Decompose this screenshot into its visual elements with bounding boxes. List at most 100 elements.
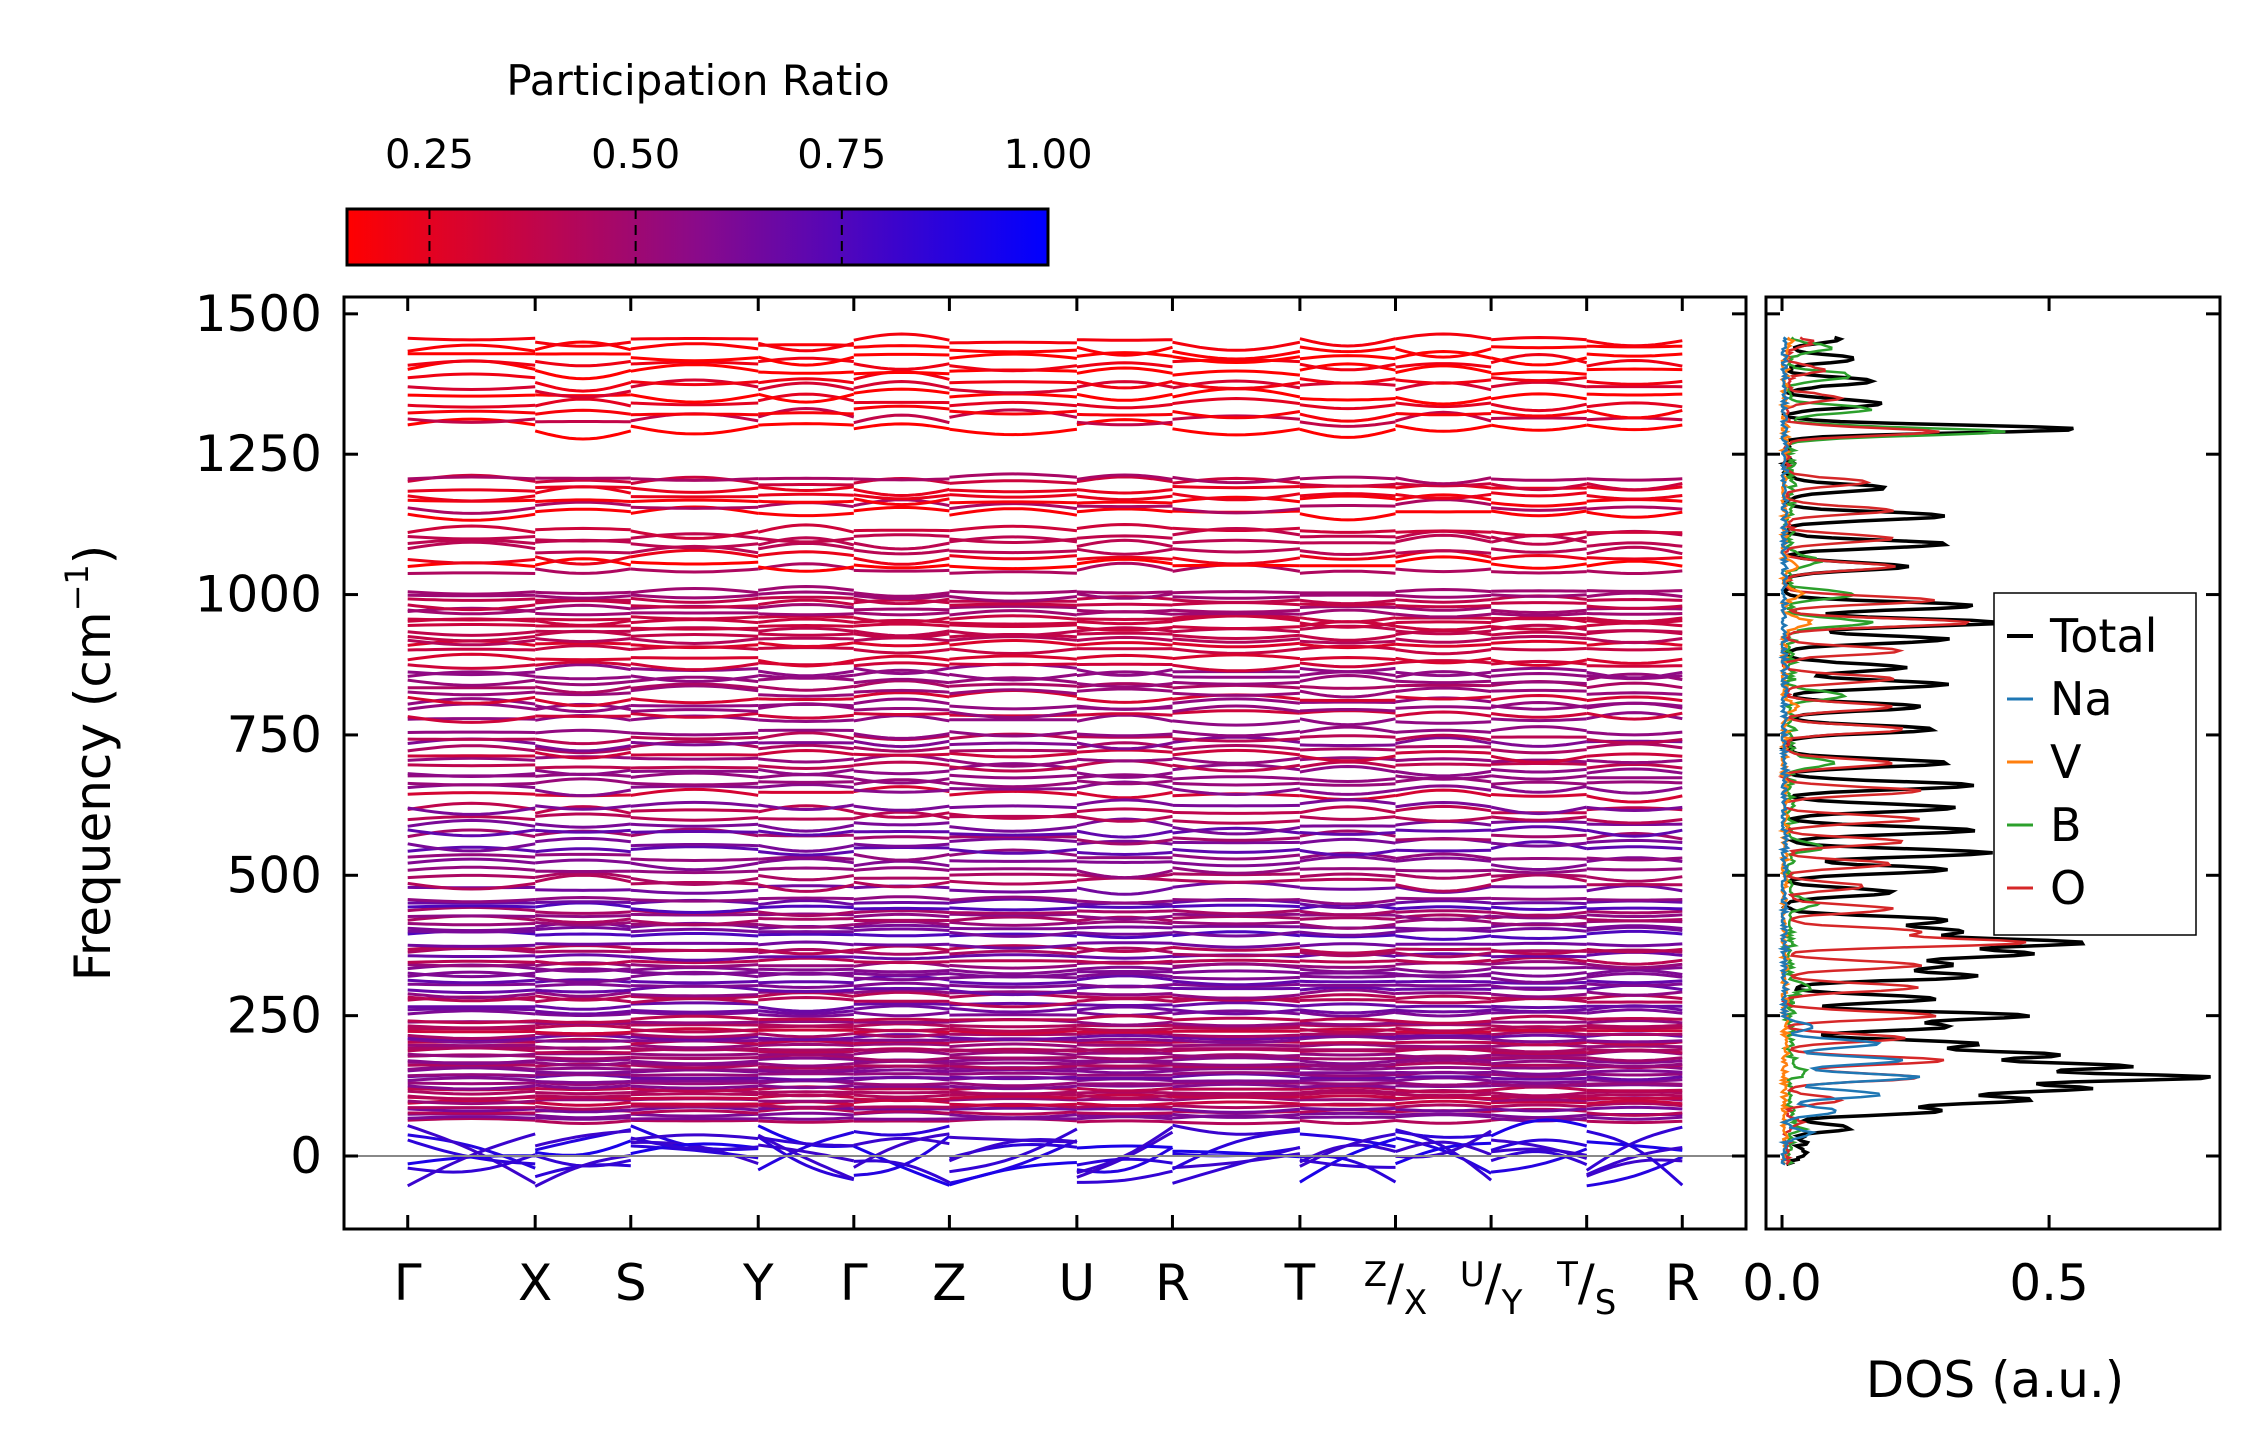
phonon-band-line (853, 990, 950, 998)
phonon-band-line (630, 857, 759, 863)
phonon-band-line (1076, 631, 1173, 636)
phonon-band-line (1490, 509, 1587, 518)
phonon-band-line (853, 493, 950, 501)
phonon-band-line (1076, 790, 1173, 800)
phonon-band-line (1172, 836, 1300, 842)
phonon-band-line (949, 765, 1078, 773)
phonon-band-line (758, 1111, 854, 1117)
phonon-band-line (1299, 1008, 1396, 1015)
phonon-band-line (853, 712, 950, 716)
phonon-band-line (949, 915, 1078, 923)
phonon-band-line (1395, 686, 1492, 693)
phonon-band-line (1586, 958, 1683, 966)
phonon-band-line (757, 658, 855, 668)
phonon-band-line (535, 858, 631, 865)
acoustic-band-line (407, 1133, 536, 1170)
phonon-band-line (630, 955, 759, 962)
phonon-band-line (1586, 971, 1683, 979)
y-tick-label: 0 (290, 1127, 322, 1185)
phonon-band-line (1395, 1004, 1492, 1009)
phonon-band-line (853, 548, 950, 556)
phonon-band-line (758, 370, 854, 375)
phonon-band-line (535, 967, 631, 973)
phonon-band-line (1299, 909, 1396, 917)
phonon-band-line (1299, 354, 1396, 361)
phonon-band-line (1299, 747, 1396, 752)
phonon-band-line (535, 944, 631, 950)
phonon-band-line (535, 990, 631, 998)
phonon-band-line (1586, 1093, 1683, 1098)
phonon-band-line (1076, 757, 1173, 763)
phonon-band-line (407, 695, 536, 705)
phonon-band-line (1490, 352, 1588, 365)
phonon-band-line (1076, 635, 1173, 642)
phonon-band-line (1299, 482, 1396, 488)
dos-x-axis-label: DOS (a.u.) (1866, 1351, 2125, 1409)
phonon-band-line (1172, 898, 1300, 902)
phonon-band-line (1586, 831, 1683, 841)
phonon-band-line (1299, 964, 1396, 969)
phonon-band-line (1490, 1091, 1587, 1098)
phonon-band-line (1586, 619, 1683, 625)
phonon-band-line (1076, 1066, 1173, 1071)
phonon-band-line (1299, 420, 1396, 428)
phonon-band-line (1076, 682, 1173, 689)
phonon-band-line (758, 1047, 854, 1052)
phonon-band-line (535, 822, 631, 829)
phonon-band-line (758, 829, 854, 837)
phonon-band-line (758, 536, 854, 544)
phonon-band-line (1586, 1017, 1683, 1021)
phonon-band-line (1076, 983, 1173, 989)
phonon-band-line (1299, 815, 1396, 821)
phonon-band-line (853, 422, 950, 431)
phonon-band-line (949, 1110, 1077, 1116)
phonon-band-line (1076, 1005, 1173, 1012)
phonon-band-line (1076, 712, 1173, 717)
phonon-band-line (1076, 992, 1173, 997)
phonon-band-line (1395, 757, 1492, 763)
phonon-band-line (949, 710, 1078, 720)
phonon-band-line (949, 472, 1078, 479)
phonon-band-line (1586, 1111, 1683, 1117)
phonon-band-line (535, 1050, 631, 1055)
phonon-band-line (949, 787, 1077, 791)
phonon-band-line (1586, 559, 1683, 568)
phonon-band-line (758, 1084, 854, 1090)
phonon-band-line (1076, 1063, 1173, 1068)
acoustic-band-line (407, 1153, 536, 1174)
phonon-band-line (1299, 837, 1396, 845)
phonon-band-line (1490, 740, 1587, 748)
phonon-band-line (535, 1004, 631, 1011)
dos-curves (1777, 335, 2211, 1167)
phonon-band-line (535, 594, 631, 600)
phonon-band-line (630, 994, 759, 1000)
phonon-band-line (1076, 590, 1173, 595)
phonon-band-line (407, 475, 536, 481)
phonon-band-line (1490, 535, 1588, 546)
phonon-band-line (1490, 863, 1587, 872)
band-structure-frame (342, 295, 1748, 1231)
phonon-band-line (1076, 366, 1173, 375)
phonon-band-line (407, 1081, 536, 1086)
phonon-band-line (534, 619, 632, 627)
phonon-band-line (1586, 392, 1683, 397)
phonon-band-line (1299, 974, 1396, 979)
legend-label-b: B (2050, 798, 2082, 852)
phonon-band-line (758, 1023, 854, 1028)
phonon-band-line (1395, 1112, 1492, 1117)
phonon-band-line (630, 1109, 759, 1115)
phonon-band-line (949, 662, 1077, 667)
phonon-band-line (630, 337, 759, 341)
phonon-band-line (535, 852, 631, 857)
phonon-band-line (1395, 598, 1492, 604)
phonon-band-line (630, 542, 759, 550)
phonon-band-line (949, 488, 1077, 494)
phonon-band-line (853, 594, 950, 601)
y-tick-label: 250 (227, 987, 322, 1045)
phonon-band-line (949, 1036, 1077, 1042)
acoustic-band-line (630, 1133, 759, 1141)
phonon-band-line (758, 636, 854, 641)
phonon-band-line (1586, 990, 1683, 997)
phonon-band-line (1299, 1103, 1396, 1107)
phonon-band-line (1172, 598, 1300, 604)
